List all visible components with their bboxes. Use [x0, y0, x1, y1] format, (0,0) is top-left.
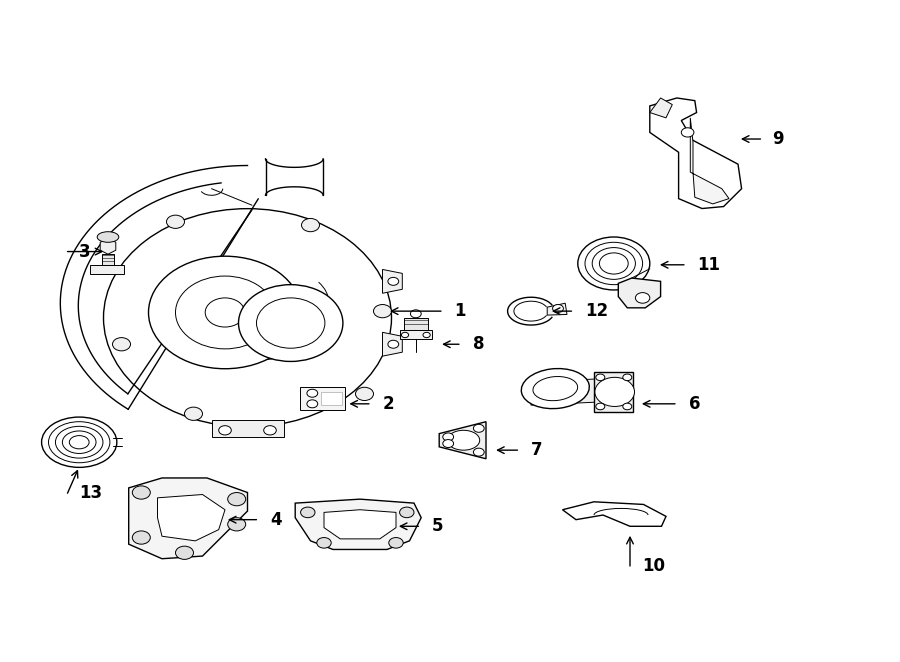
Ellipse shape — [104, 209, 392, 427]
Polygon shape — [439, 422, 486, 459]
Polygon shape — [100, 238, 116, 254]
Circle shape — [176, 546, 194, 559]
Circle shape — [623, 403, 632, 410]
Circle shape — [228, 493, 246, 506]
Circle shape — [301, 507, 315, 518]
Text: 4: 4 — [270, 510, 282, 529]
Circle shape — [264, 426, 276, 435]
Circle shape — [228, 518, 246, 531]
Circle shape — [302, 218, 319, 232]
Text: 3: 3 — [79, 242, 91, 261]
Polygon shape — [400, 330, 432, 339]
Polygon shape — [90, 265, 124, 274]
Polygon shape — [158, 495, 225, 541]
Circle shape — [238, 285, 343, 361]
Circle shape — [400, 507, 414, 518]
Text: 10: 10 — [643, 557, 666, 575]
Circle shape — [356, 387, 373, 401]
Text: 12: 12 — [585, 302, 608, 320]
Circle shape — [132, 531, 150, 544]
Circle shape — [401, 332, 409, 338]
Text: 6: 6 — [688, 395, 700, 413]
Polygon shape — [650, 98, 742, 209]
Circle shape — [681, 128, 694, 137]
Polygon shape — [618, 278, 661, 308]
Text: 1: 1 — [454, 302, 466, 320]
Polygon shape — [547, 303, 567, 315]
Polygon shape — [404, 318, 428, 330]
Polygon shape — [382, 332, 402, 356]
Circle shape — [112, 338, 130, 351]
Polygon shape — [382, 269, 402, 293]
Polygon shape — [650, 98, 672, 118]
Text: 5: 5 — [432, 517, 444, 536]
Ellipse shape — [521, 369, 590, 408]
Ellipse shape — [447, 430, 480, 450]
Circle shape — [148, 256, 302, 369]
Polygon shape — [102, 254, 114, 266]
Text: 13: 13 — [79, 484, 103, 502]
Polygon shape — [690, 118, 729, 204]
Circle shape — [132, 486, 150, 499]
Circle shape — [410, 310, 421, 318]
Circle shape — [388, 277, 399, 285]
Polygon shape — [531, 379, 603, 405]
Circle shape — [327, 394, 339, 403]
Ellipse shape — [595, 377, 634, 406]
Text: 8: 8 — [472, 335, 484, 354]
Circle shape — [473, 448, 484, 456]
Circle shape — [389, 538, 403, 548]
Text: 11: 11 — [698, 256, 721, 274]
Polygon shape — [129, 478, 248, 559]
Polygon shape — [594, 372, 633, 412]
Text: 2: 2 — [382, 395, 394, 413]
Circle shape — [317, 538, 331, 548]
Circle shape — [443, 433, 454, 441]
Text: 9: 9 — [772, 130, 784, 148]
Ellipse shape — [533, 377, 578, 401]
Circle shape — [623, 374, 632, 381]
Circle shape — [635, 293, 650, 303]
Polygon shape — [300, 387, 345, 410]
Circle shape — [388, 340, 399, 348]
Circle shape — [256, 298, 325, 348]
Circle shape — [176, 276, 274, 349]
Polygon shape — [212, 420, 284, 437]
Ellipse shape — [97, 232, 119, 242]
Circle shape — [184, 407, 202, 420]
Circle shape — [166, 215, 184, 228]
Text: 7: 7 — [531, 441, 543, 459]
Circle shape — [219, 426, 231, 435]
Circle shape — [553, 305, 563, 312]
Circle shape — [473, 424, 484, 432]
Circle shape — [307, 389, 318, 397]
Circle shape — [423, 332, 430, 338]
Circle shape — [205, 298, 245, 327]
Circle shape — [596, 403, 605, 410]
Circle shape — [596, 374, 605, 381]
Polygon shape — [295, 499, 421, 549]
Circle shape — [307, 400, 318, 408]
Circle shape — [443, 440, 454, 448]
Polygon shape — [562, 502, 666, 526]
Polygon shape — [321, 392, 342, 405]
Circle shape — [374, 305, 392, 318]
Polygon shape — [324, 510, 396, 539]
